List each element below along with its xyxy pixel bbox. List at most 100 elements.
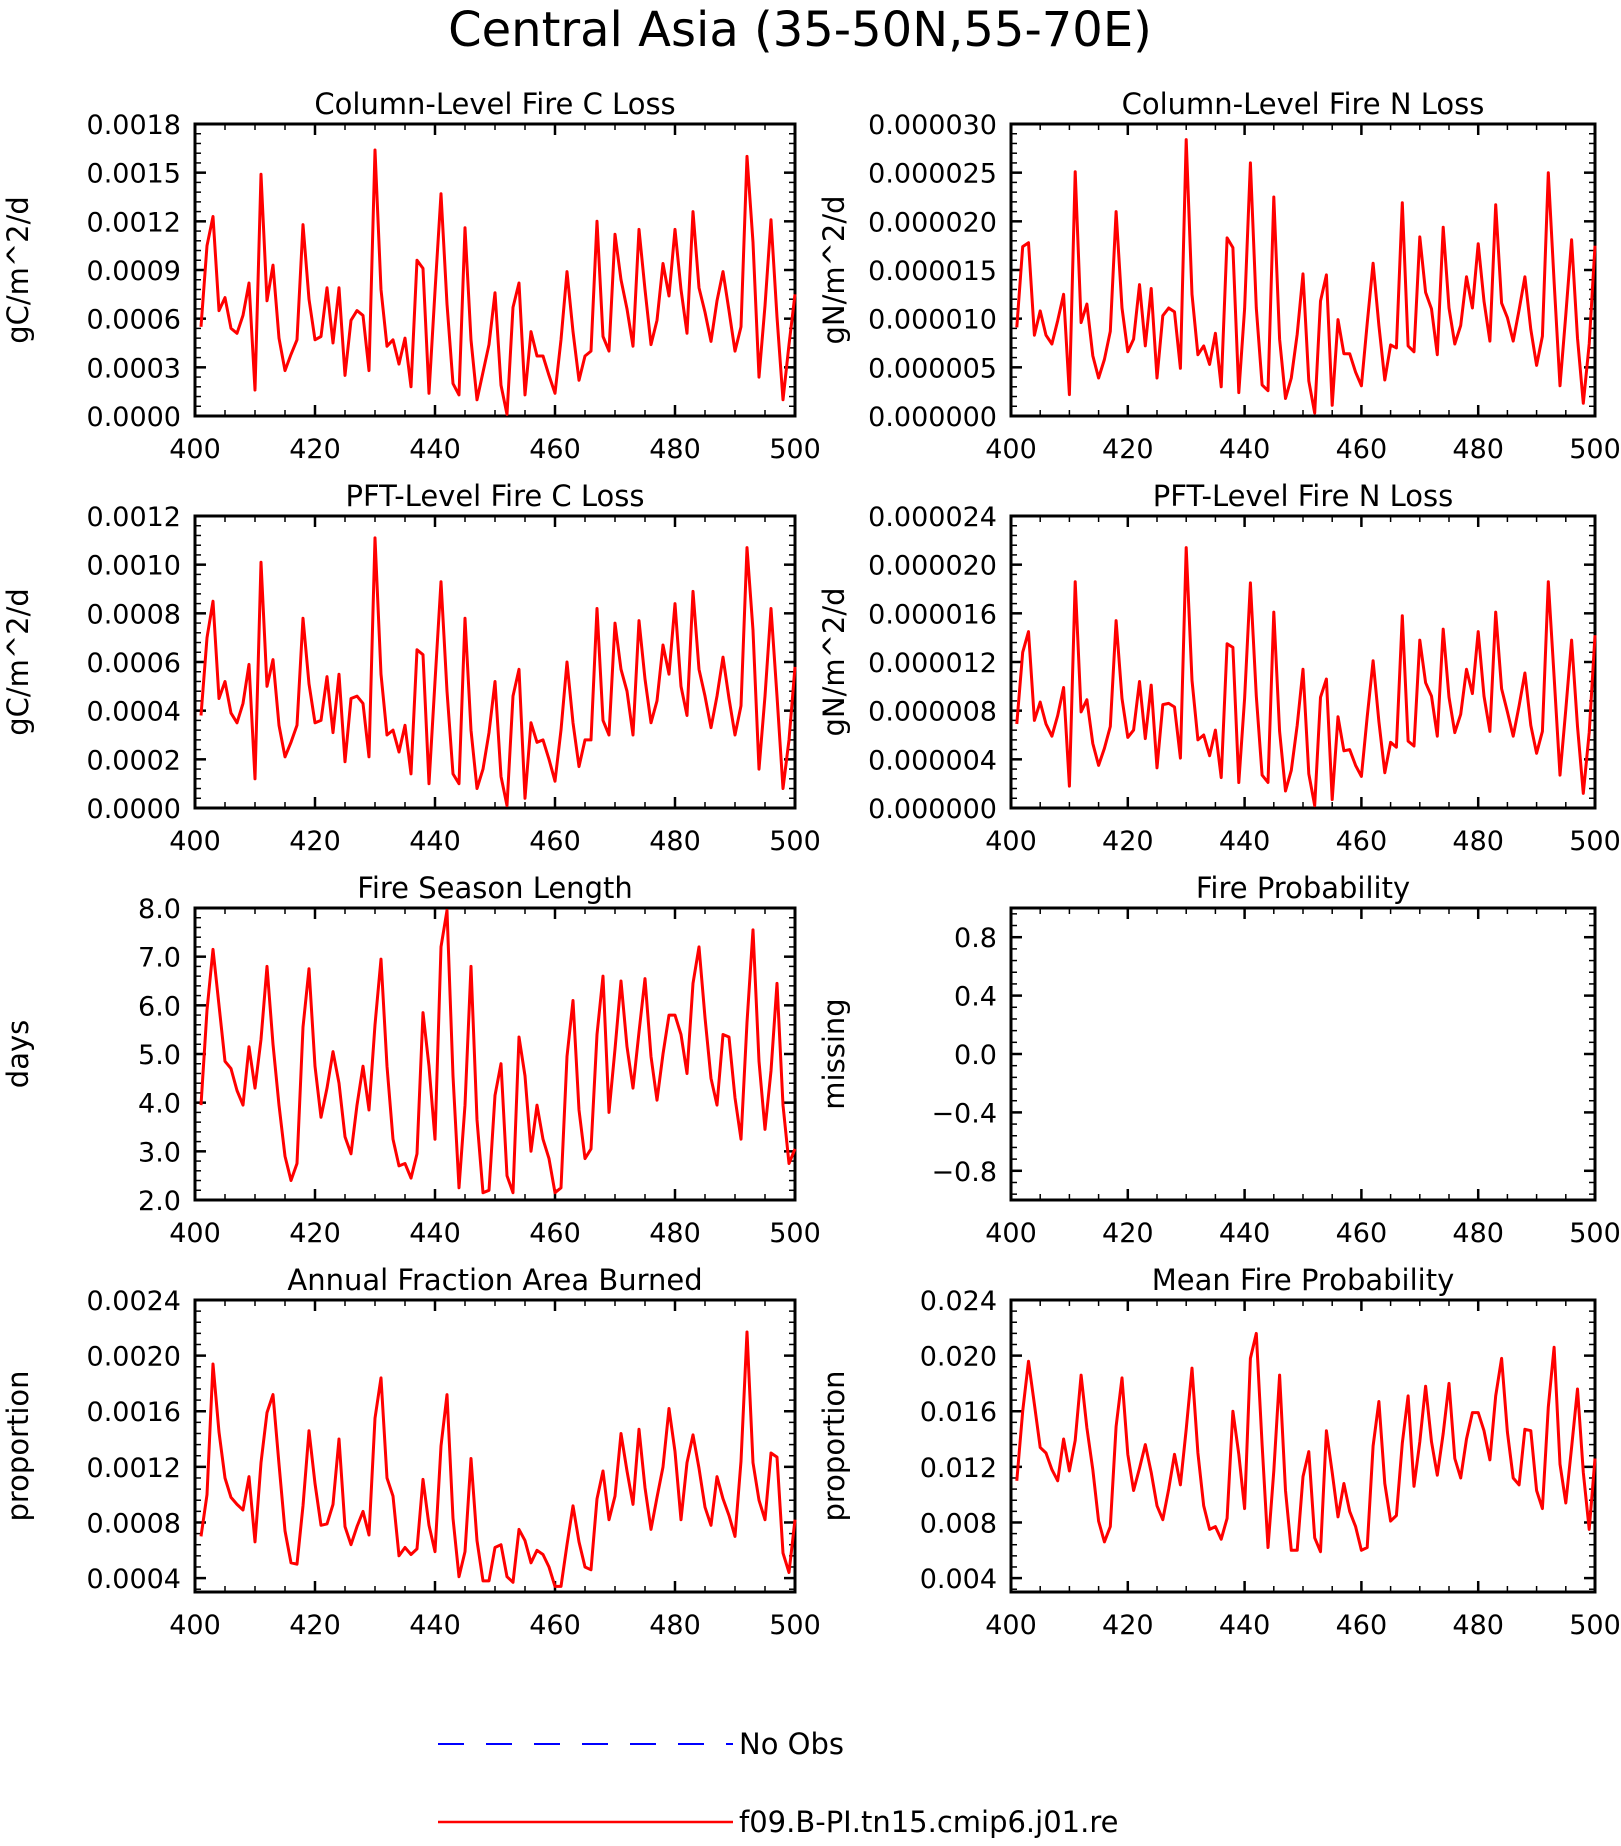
column-level-fire-n-loss-ytick-label: 0.000030: [868, 110, 997, 141]
column-level-fire-n-loss-xtick-label: 440: [1219, 434, 1271, 465]
pft-level-fire-n-loss-xtick-label: 400: [985, 826, 1037, 857]
column-level-fire-c-loss-panel: 400 420 440 460 480 500 0.0000 0.0003 0.0006 0.00…: [1, 87, 821, 465]
column-level-fire-c-loss-ytick-label: 0.0015: [87, 159, 181, 190]
pft-level-fire-c-loss-ytick-label: 0.0010: [87, 551, 181, 582]
pft-level-fire-n-loss-panel: 400 420 440 460 480 500 0.000000 0.000004 0.0000…: [817, 479, 1621, 857]
mean-fire-probability-series-line: [1015, 1331, 1597, 1554]
column-level-fire-c-loss-title: Column-Level Fire C Loss: [314, 87, 675, 121]
column-level-fire-n-loss-ytick-label: 0.000010: [868, 305, 997, 336]
mean-fire-probability-xtick-label: 480: [1452, 1610, 1504, 1641]
pft-level-fire-c-loss-xtick-label: 460: [529, 826, 581, 857]
pft-level-fire-n-loss-xtick-label: 420: [1102, 826, 1154, 857]
fire-probability-xtick-label: 480: [1452, 1218, 1504, 1249]
column-level-fire-n-loss-xtick-label: 420: [1102, 434, 1154, 465]
annual-fraction-area-burned-xtick-label: 500: [769, 1610, 821, 1641]
annual-fraction-area-burned-ytick-label: 0.0008: [87, 1508, 181, 1539]
fire-probability-xtick-label: 400: [985, 1218, 1037, 1249]
column-level-fire-n-loss-series-line: [1015, 138, 1597, 415]
pft-level-fire-c-loss-axes-frame: [193, 514, 797, 810]
fire-probability-panel: 400 420 440 460 480 500 −0.8 −0.4 0.0 0.4 0.8 Fire …: [817, 871, 1621, 1249]
pft-level-fire-n-loss-title: PFT-Level Fire N Loss: [1153, 479, 1453, 513]
pft-level-fire-n-loss-ytick-label: 0.000012: [868, 648, 997, 679]
fire-probability-ytick-label: −0.4: [931, 1098, 997, 1129]
mean-fire-probability-xtick-label: 420: [1102, 1610, 1154, 1641]
pft-level-fire-n-loss-ytick-label: 0.000000: [868, 794, 997, 825]
fire-season-length-xtick-label: 440: [409, 1218, 461, 1249]
pft-level-fire-c-loss-xtick-label: 480: [649, 826, 701, 857]
legend-label-model: f09.B-PI.tn15.cmip6.j01.re: [739, 1805, 1118, 1839]
mean-fire-probability-ytick-label: 0.012: [920, 1453, 997, 1484]
fire-season-length-series-line: [199, 908, 797, 1195]
column-level-fire-n-loss-ytick-label: 0.000005: [868, 353, 997, 384]
fire-season-length-xtick-label: 420: [289, 1218, 341, 1249]
annual-fraction-area-burned-xtick-label: 460: [529, 1610, 581, 1641]
pft-level-fire-c-loss-ylabel: gC/m^2/d: [1, 588, 35, 736]
pft-level-fire-c-loss-ytick-label: 0.0000: [87, 794, 181, 825]
annual-fraction-area-burned-ytick-label: 0.0020: [87, 1342, 181, 1373]
column-level-fire-n-loss-ytick-label: 0.000000: [868, 402, 997, 433]
fire-season-length-xtick-label: 400: [169, 1218, 221, 1249]
mean-fire-probability-xtick-label: 400: [985, 1610, 1037, 1641]
pft-level-fire-c-loss-ytick-label: 0.0002: [87, 745, 181, 776]
fire-probability-axes-frame: [1009, 906, 1597, 1202]
annual-fraction-area-burned-title: Annual Fraction Area Burned: [287, 1263, 702, 1297]
fire-season-length-xtick-label: 480: [649, 1218, 701, 1249]
pft-level-fire-c-loss-series-line: [199, 536, 797, 808]
column-level-fire-c-loss-ytick-label: 0.0006: [87, 305, 181, 336]
fire-season-length-ytick-label: 8.0: [138, 894, 181, 925]
pft-level-fire-c-loss-panel: 400 420 440 460 480 500 0.0000 0.0002 0.0004 0.00…: [1, 479, 821, 857]
legend: No Obs f09.B-PI.tn15.cmip6.j01.re: [438, 1727, 1118, 1839]
pft-level-fire-n-loss-xtick-label: 440: [1219, 826, 1271, 857]
annual-fraction-area-burned-xtick-label: 480: [649, 1610, 701, 1641]
mean-fire-probability-axes-frame: [1009, 1298, 1597, 1594]
fire-season-length-ylabel: days: [1, 1020, 35, 1088]
annual-fraction-area-burned-xtick-label: 400: [169, 1610, 221, 1641]
column-level-fire-n-loss-panel: 400 420 440 460 480 500 0.000000 0.000005 0.0000…: [817, 87, 1621, 465]
pft-level-fire-n-loss-ytick-label: 0.000016: [868, 599, 997, 630]
mean-fire-probability-ytick-label: 0.020: [920, 1342, 997, 1373]
mean-fire-probability-title: Mean Fire Probability: [1152, 1263, 1455, 1297]
annual-fraction-area-burned-ytick-label: 0.0016: [87, 1397, 181, 1428]
column-level-fire-c-loss-ytick-label: 0.0018: [87, 110, 181, 141]
fire-season-length-ytick-label: 4.0: [138, 1089, 181, 1120]
pft-level-fire-n-loss-ytick-label: 0.000004: [868, 745, 997, 776]
pft-level-fire-n-loss-ylabel: gN/m^2/d: [817, 587, 851, 736]
pft-level-fire-c-loss-ytick-label: 0.0006: [87, 648, 181, 679]
column-level-fire-n-loss-xtick-label: 460: [1336, 434, 1388, 465]
column-level-fire-c-loss-ytick-label: 0.0003: [87, 353, 181, 384]
pft-level-fire-n-loss-series-line: [1015, 546, 1597, 808]
fire-probability-xtick-label: 440: [1219, 1218, 1271, 1249]
pft-level-fire-c-loss-ytick-label: 0.0004: [87, 697, 181, 728]
mean-fire-probability-ytick-label: 0.016: [920, 1397, 997, 1428]
fire-season-length-xtick-label: 500: [769, 1218, 821, 1249]
fire-season-length-ytick-label: 5.0: [138, 1040, 181, 1071]
pft-level-fire-n-loss-xtick-label: 480: [1452, 826, 1504, 857]
fire-probability-ylabel: missing: [817, 998, 851, 1109]
column-level-fire-n-loss-ytick-label: 0.000015: [868, 256, 997, 287]
annual-fraction-area-burned-ylabel: proportion: [1, 1370, 35, 1521]
column-level-fire-n-loss-xtick-label: 500: [1569, 434, 1621, 465]
mean-fire-probability-xtick-label: 500: [1569, 1610, 1621, 1641]
annual-fraction-area-burned-panel: 400 420 440 460 480 500 0.0004 0.0008 0.0012 0.00…: [1, 1263, 821, 1641]
annual-fraction-area-burned-xtick-label: 440: [409, 1610, 461, 1641]
fire-season-length-title: Fire Season Length: [357, 871, 632, 905]
fire-season-length-ytick-label: 3.0: [138, 1137, 181, 1168]
fire-probability-xtick-label: 500: [1569, 1218, 1621, 1249]
column-level-fire-n-loss-ytick-label: 0.000025: [868, 159, 997, 190]
column-level-fire-c-loss-xtick-label: 500: [769, 434, 821, 465]
pft-level-fire-n-loss-ytick-label: 0.000024: [868, 502, 997, 533]
pft-level-fire-n-loss-xtick-label: 460: [1336, 826, 1388, 857]
fire-season-length-ytick-label: 7.0: [138, 943, 181, 974]
pft-level-fire-c-loss-ytick-label: 0.0008: [87, 599, 181, 630]
pft-level-fire-c-loss-title: PFT-Level Fire C Loss: [346, 479, 645, 513]
column-level-fire-c-loss-ytick-label: 0.0012: [87, 207, 181, 238]
annual-fraction-area-burned-xtick-label: 420: [289, 1610, 341, 1641]
legend-label-no-obs: No Obs: [739, 1727, 844, 1761]
annual-fraction-area-burned-ytick-label: 0.0024: [87, 1286, 181, 1317]
pft-level-fire-c-loss-xtick-label: 440: [409, 826, 461, 857]
column-level-fire-n-loss-ylabel: gN/m^2/d: [817, 195, 851, 344]
column-level-fire-c-loss-axes-frame: [193, 122, 797, 418]
fire-probability-xtick-label: 460: [1336, 1218, 1388, 1249]
fire-probability-ytick-label: 0.0: [954, 1040, 997, 1071]
